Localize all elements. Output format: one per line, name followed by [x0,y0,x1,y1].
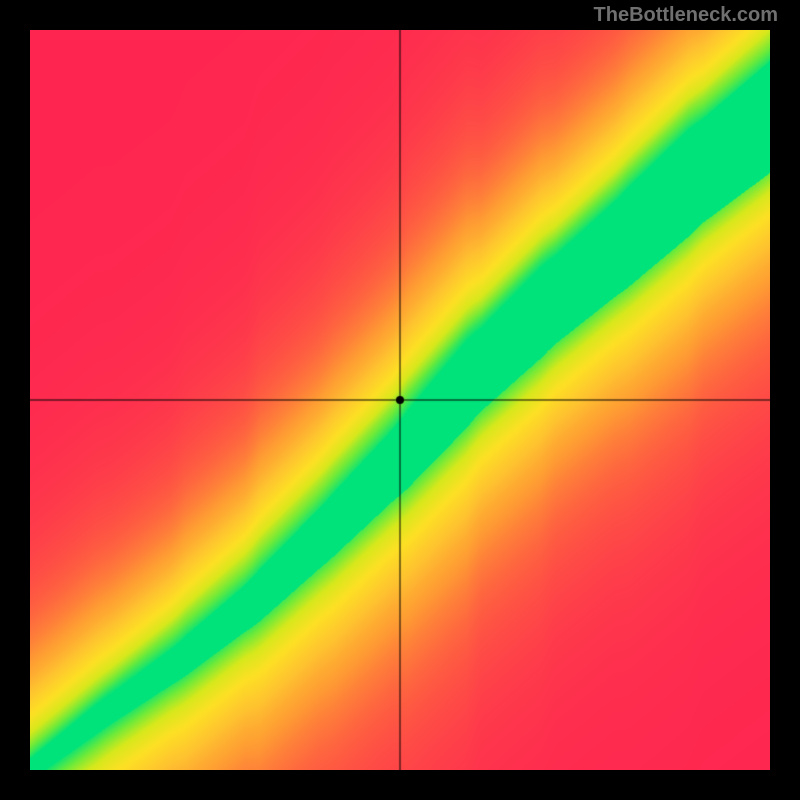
chart-container: TheBottleneck.com [0,0,800,800]
plot-area [30,30,770,770]
watermark-text: TheBottleneck.com [594,4,778,27]
bottleneck-heatmap [30,30,770,770]
